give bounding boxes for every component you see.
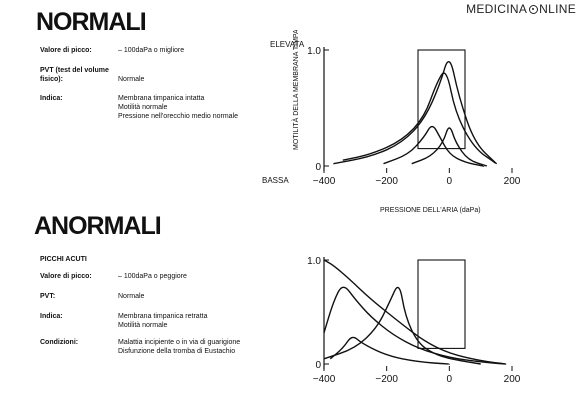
y-axis-label: MOTILITÀ DELLA MEMBRANA TIMPANICA [291, 30, 300, 150]
row-value: – 100daPa o peggiore [118, 273, 187, 280]
row-value: Malattia incipiente o in via di guarigio… [118, 338, 268, 356]
series-line [383, 125, 485, 167]
normal-heading: NORMALI [36, 8, 147, 36]
row-label: Valore di picco: [40, 47, 92, 54]
x-tick-label: −200 [375, 374, 398, 385]
row-value: Normale [118, 293, 145, 300]
abnormal-row-peak: Valore di picco: – 100daPa o peggiore [40, 272, 270, 292]
normal-row-peak: Valore di picco: – 100daPa o migliore [40, 46, 270, 66]
brand-logo: MEDICINA NLINE [466, 2, 576, 16]
row-label: Indica: [40, 95, 63, 102]
row-value: Normale [118, 76, 145, 83]
series-line [333, 61, 498, 165]
x-tick-label: −200 [375, 176, 398, 187]
abnormal-tympanogram-chart: −400 −200 0 200 1.0 0 [307, 256, 521, 385]
y-bottom-label: BASSA [262, 176, 289, 185]
condition-line: Malattia incipiente o in via di guarigio… [118, 339, 241, 355]
brand-text-right: NLINE [539, 2, 576, 16]
x-tick-label: −400 [313, 374, 336, 385]
normal-range-box [417, 49, 466, 150]
x-tick-label: 200 [504, 176, 521, 187]
abnormal-subheading: PICCHI ACUTI [40, 256, 87, 263]
series-line [411, 127, 488, 167]
abnormal-info: Valore di picco: – 100daPa o peggiore PV… [40, 272, 270, 368]
x-axis-label: PRESSIONE DELL'ARIA (daPa) [380, 207, 481, 214]
normal-range-box [417, 259, 466, 349]
row-label: Valore di picco: [40, 273, 92, 280]
y-tick-label: 0 [315, 360, 321, 371]
x-tick-label: 0 [447, 176, 453, 187]
y-tick-label: 0 [315, 162, 321, 173]
row-value: Membrana timpanica intatta Motilità norm… [118, 95, 239, 120]
x-tick-label: 0 [447, 374, 453, 385]
abnormal-row-conditions: Condizioni: Malattia incipiente o in via… [40, 338, 270, 368]
brand-text-left: MEDICINA [466, 2, 528, 16]
series-line [323, 259, 507, 365]
abnormal-row-pvt: PVT: Normale [40, 292, 270, 312]
normal-tympanogram-chart: ELEVATA BASSA MOTILITÀ DELLA MEMBRANA TI… [262, 30, 521, 214]
row-value: Membrana timpanica retratta Motilità nor… [118, 313, 208, 329]
normal-info: Valore di picco: – 100daPa o migliore PV… [40, 46, 270, 124]
row-label: Indica: [40, 313, 63, 320]
row-label: PVT (test del volume fisico): [40, 67, 109, 83]
x-tick-label: −400 [313, 176, 336, 187]
normal-row-indica: Indica: Membrana timpanica intatta Motil… [40, 94, 270, 124]
series-line [323, 286, 507, 365]
series-line [342, 72, 498, 165]
series-line [323, 286, 481, 365]
row-label: Condizioni: [40, 339, 79, 346]
series-line [329, 336, 451, 365]
row-label: PVT: [40, 293, 56, 300]
y-tick-label: 1.0 [307, 46, 321, 57]
abnormal-heading: ANORMALI [34, 212, 162, 240]
y-tick-label: 1.0 [307, 256, 321, 267]
normal-row-pvt: PVT (test del volume fisico): Normale [40, 66, 270, 94]
y-top-label: ELEVATA [270, 40, 305, 49]
abnormal-row-indica: Indica: Membrana timpanica retratta Moti… [40, 312, 270, 338]
row-value: – 100daPa o migliore [118, 47, 185, 54]
o-circle-icon [529, 5, 539, 14]
x-tick-label: 200 [504, 374, 521, 385]
